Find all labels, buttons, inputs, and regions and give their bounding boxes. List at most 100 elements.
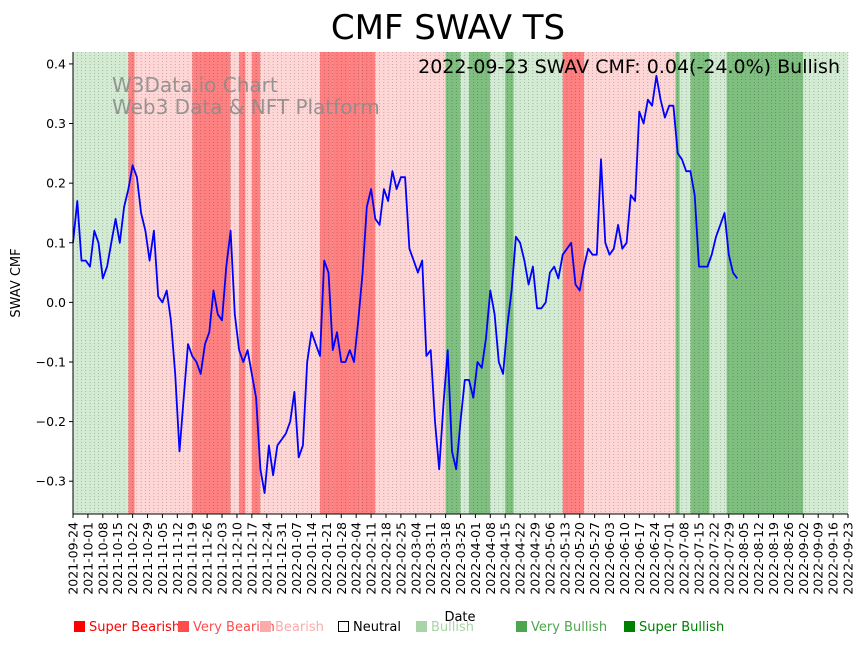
x-tick-label: 2022-04-29	[528, 522, 543, 595]
y-tick-label: 0.4	[46, 56, 66, 71]
sentiment-band	[490, 52, 506, 514]
sentiment-band	[73, 52, 129, 514]
x-tick-label: 2022-04-22	[513, 522, 528, 595]
sentiment-band	[260, 52, 272, 514]
x-tick-label: 2022-04-01	[468, 522, 483, 595]
x-tick-label: 2021-12-24	[259, 522, 274, 595]
x-tick-label: 2022-07-15	[691, 522, 706, 595]
x-tick-label: 2022-03-11	[423, 522, 438, 595]
y-tick-label: 0.0	[46, 295, 66, 310]
sentiment-band	[375, 52, 393, 514]
y-axis-ticks: −0.3 −0.2 −0.1 0.0 0.1 0.2 0.3 0.4	[36, 56, 73, 489]
x-tick-label: 2022-02-04	[349, 522, 364, 595]
sentiment-band	[583, 52, 676, 514]
x-tick-label: 2022-07-08	[677, 522, 692, 595]
legend-swatch	[260, 621, 271, 632]
legend-label: Super Bullish	[639, 620, 725, 635]
sentiment-band	[505, 52, 514, 514]
legend-swatch	[74, 621, 85, 632]
x-tick-label: 2022-05-13	[557, 522, 572, 595]
legend-label: Very Bearish	[193, 620, 275, 635]
legend-swatch	[338, 621, 349, 632]
legend-item: Very Bullish	[516, 620, 607, 635]
x-tick-label: 2022-05-06	[542, 522, 557, 595]
legend-item: Super Bullish	[624, 620, 724, 635]
legend-item: Super Bearish	[74, 620, 180, 635]
sentiment-band	[134, 52, 144, 514]
x-tick-label: 2022-03-04	[408, 522, 423, 595]
x-tick-label: 2022-08-05	[736, 522, 751, 595]
x-tick-label: 2022-06-17	[632, 522, 647, 595]
sentiment-band	[332, 52, 346, 514]
x-tick-label: 2022-09-23	[841, 522, 856, 595]
sentiment-band	[709, 52, 727, 514]
x-tick-label: 2021-11-12	[170, 522, 185, 595]
x-tick-label: 2021-12-17	[244, 522, 259, 595]
x-tick-label: 2022-05-27	[587, 522, 602, 595]
y-tick-label: −0.3	[36, 474, 66, 489]
legend-swatch	[416, 621, 427, 632]
x-tick-label: 2022-02-25	[393, 522, 408, 595]
y-axis-label: SWAV CMF	[9, 248, 24, 317]
x-tick-label: 2022-09-16	[826, 522, 841, 595]
sentiment-band	[245, 52, 252, 514]
sentiment-band	[562, 52, 584, 514]
sentiment-band	[251, 52, 261, 514]
x-tick-label: 2022-08-19	[766, 522, 781, 595]
x-tick-label: 2021-10-29	[140, 522, 155, 595]
x-tick-label: 2021-09-24	[66, 522, 81, 595]
x-tick-label: 2021-11-26	[200, 522, 215, 595]
x-tick-label: 2022-06-24	[647, 522, 662, 595]
y-tick-label: 0.2	[46, 176, 66, 191]
x-tick-label: 2022-05-20	[572, 522, 587, 595]
y-tick-label: 0.3	[46, 116, 66, 131]
legend-item: Neutral	[338, 620, 401, 635]
x-tick-label: 2022-03-18	[438, 522, 453, 595]
x-tick-label: 2022-06-03	[602, 522, 617, 595]
x-tick-label: 2021-11-05	[155, 522, 170, 595]
sentiment-band	[726, 52, 804, 514]
latest-value-annotation: 2022-09-23 SWAV CMF: 0.04(-24.0%) Bullis…	[418, 56, 840, 78]
sentiment-band	[803, 52, 848, 514]
sentiment-band	[513, 52, 563, 514]
x-tick-label: 2021-10-01	[80, 522, 95, 595]
legend-label: Bearish	[275, 620, 324, 635]
sentiment-band	[469, 52, 491, 514]
legend-label: Neutral	[353, 620, 401, 635]
x-tick-label: 2022-02-11	[364, 522, 379, 595]
legend-swatch	[516, 621, 527, 632]
sentiment-band	[690, 52, 710, 514]
legend-item: Very Bearish	[178, 620, 275, 635]
sentiment-band	[349, 52, 361, 514]
x-tick-label: 2022-01-28	[334, 522, 349, 595]
legend-label: Bullish	[431, 620, 475, 635]
sentiment-band	[345, 52, 350, 514]
legend-swatch	[178, 621, 189, 632]
x-tick-label: 2022-06-10	[617, 522, 632, 595]
x-tick-label: 2021-10-22	[125, 522, 140, 595]
x-tick-label: 2022-08-26	[781, 522, 796, 595]
x-tick-label: 2022-01-07	[289, 522, 304, 595]
legend-item: Bearish	[260, 620, 324, 635]
y-tick-label: 0.1	[46, 235, 66, 250]
cmf-series-line	[72, 74, 739, 494]
x-tick-label: 2021-10-08	[95, 522, 110, 595]
legend-swatch	[624, 621, 635, 632]
sentiment-band	[679, 52, 691, 514]
x-tick-label: 2021-11-19	[185, 522, 200, 595]
x-tick-label: 2021-12-31	[274, 522, 289, 595]
y-tick-label: −0.2	[36, 414, 66, 429]
x-tick-label: 2022-07-29	[721, 522, 736, 595]
sentiment-band	[230, 52, 240, 514]
sentiment-band	[319, 52, 333, 514]
x-tick-label: 2022-01-21	[319, 522, 334, 595]
x-tick-label: 2021-10-15	[110, 522, 125, 595]
sentiment-band	[128, 52, 135, 514]
x-tick-label: 2022-04-08	[483, 522, 498, 595]
x-tick-label: 2022-07-01	[662, 522, 677, 595]
legend-label: Very Bullish	[531, 620, 608, 635]
x-tick-label: 2022-02-18	[378, 522, 393, 595]
x-tick-label: 2021-12-10	[229, 522, 244, 595]
x-axis-ticks: 2021-09-24 2021-10-01 2021-10-08 2021-10-15…	[66, 514, 856, 595]
